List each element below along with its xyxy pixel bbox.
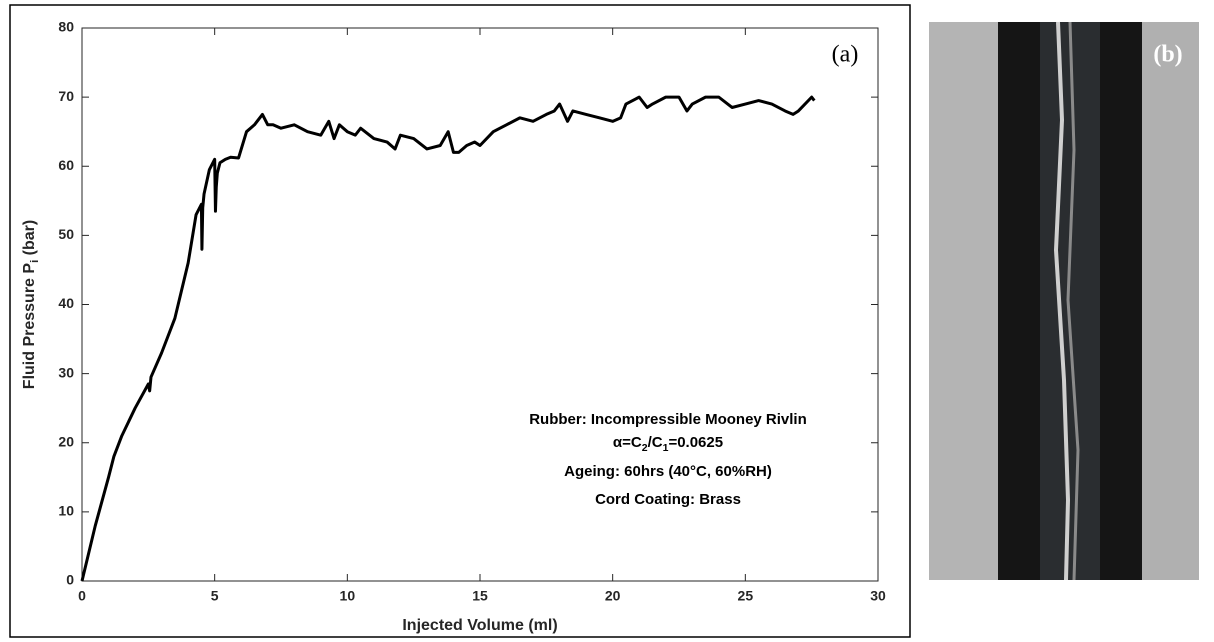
data-line <box>80 95 816 582</box>
annotation-part: /C <box>648 434 663 451</box>
annotation-part: α=C <box>613 434 642 451</box>
x-axis-label: Injected Volume (ml) <box>402 617 557 634</box>
annotation: α=C2/C1=0.0625 <box>613 434 723 454</box>
x-tick-label: 25 <box>738 588 754 604</box>
x-tick-label: 30 <box>870 588 886 604</box>
photo-surface-left <box>929 22 999 580</box>
y-tick-label: 80 <box>58 19 74 35</box>
x-tick-label: 10 <box>340 588 356 604</box>
photo-cord-coating <box>1040 22 1100 580</box>
y-axis-label-part: (bar) <box>21 220 38 260</box>
annotation: Cord Coating: Brass <box>595 491 741 508</box>
annotation-part: 2 <box>642 442 648 454</box>
annotation: Ageing: 60hrs (40°C, 60%RH) <box>564 463 772 480</box>
annotation: Rubber: Incompressible Mooney Rivlin <box>529 411 807 428</box>
x-tick-label: 5 <box>211 588 219 604</box>
y-tick-label: 60 <box>58 157 74 173</box>
y-tick-label: 0 <box>66 572 74 588</box>
y-tick-label: 20 <box>58 433 74 449</box>
x-tick-label: 15 <box>472 588 488 604</box>
y-tick-label: 70 <box>58 88 74 104</box>
y-axis-label-part: i <box>29 260 41 263</box>
y-tick-label: 10 <box>58 503 74 519</box>
y-tick-label: 30 <box>58 364 74 380</box>
panel-label: (a) <box>832 42 859 68</box>
y-axis-label-part: Fluid Pressure P <box>21 263 38 390</box>
photo-panel: (b) <box>929 21 1199 581</box>
y-tick-label: 50 <box>58 226 74 242</box>
y-axis-label: Fluid Pressure Pi (bar) <box>21 220 41 389</box>
annotation-part: =0.0625 <box>668 434 723 451</box>
annotation-part: 1 <box>663 442 669 454</box>
photo-crack <box>1053 21 1071 581</box>
photo-crack <box>1066 21 1080 581</box>
figure-frame <box>9 4 911 638</box>
x-tick-label: 0 <box>78 588 86 604</box>
x-tick-label: 20 <box>605 588 621 604</box>
photo-surface-right <box>1140 22 1199 580</box>
panel-label: (b) <box>1153 42 1182 68</box>
y-tick-label: 40 <box>58 295 74 311</box>
